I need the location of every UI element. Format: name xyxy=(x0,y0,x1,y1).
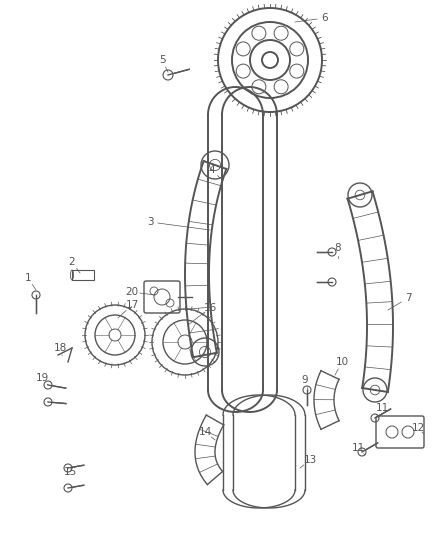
Text: 9: 9 xyxy=(302,375,308,385)
Text: 20: 20 xyxy=(125,287,138,297)
Text: 16: 16 xyxy=(203,303,217,313)
Text: 13: 13 xyxy=(304,455,317,465)
Text: 17: 17 xyxy=(125,300,138,310)
Text: 2: 2 xyxy=(69,257,75,267)
Text: 4: 4 xyxy=(208,165,215,175)
Text: 6: 6 xyxy=(321,13,328,23)
Text: 8: 8 xyxy=(335,243,341,253)
Text: 3: 3 xyxy=(147,217,153,227)
Text: 11: 11 xyxy=(351,443,364,453)
Text: 19: 19 xyxy=(35,373,49,383)
Text: 15: 15 xyxy=(64,467,77,477)
Text: 12: 12 xyxy=(411,423,424,433)
Text: 1: 1 xyxy=(25,273,31,283)
Text: 10: 10 xyxy=(336,357,349,367)
Text: 7: 7 xyxy=(405,293,411,303)
Text: 14: 14 xyxy=(198,427,212,437)
Text: 5: 5 xyxy=(159,55,165,65)
Text: 11: 11 xyxy=(375,403,389,413)
Text: 18: 18 xyxy=(53,343,67,353)
